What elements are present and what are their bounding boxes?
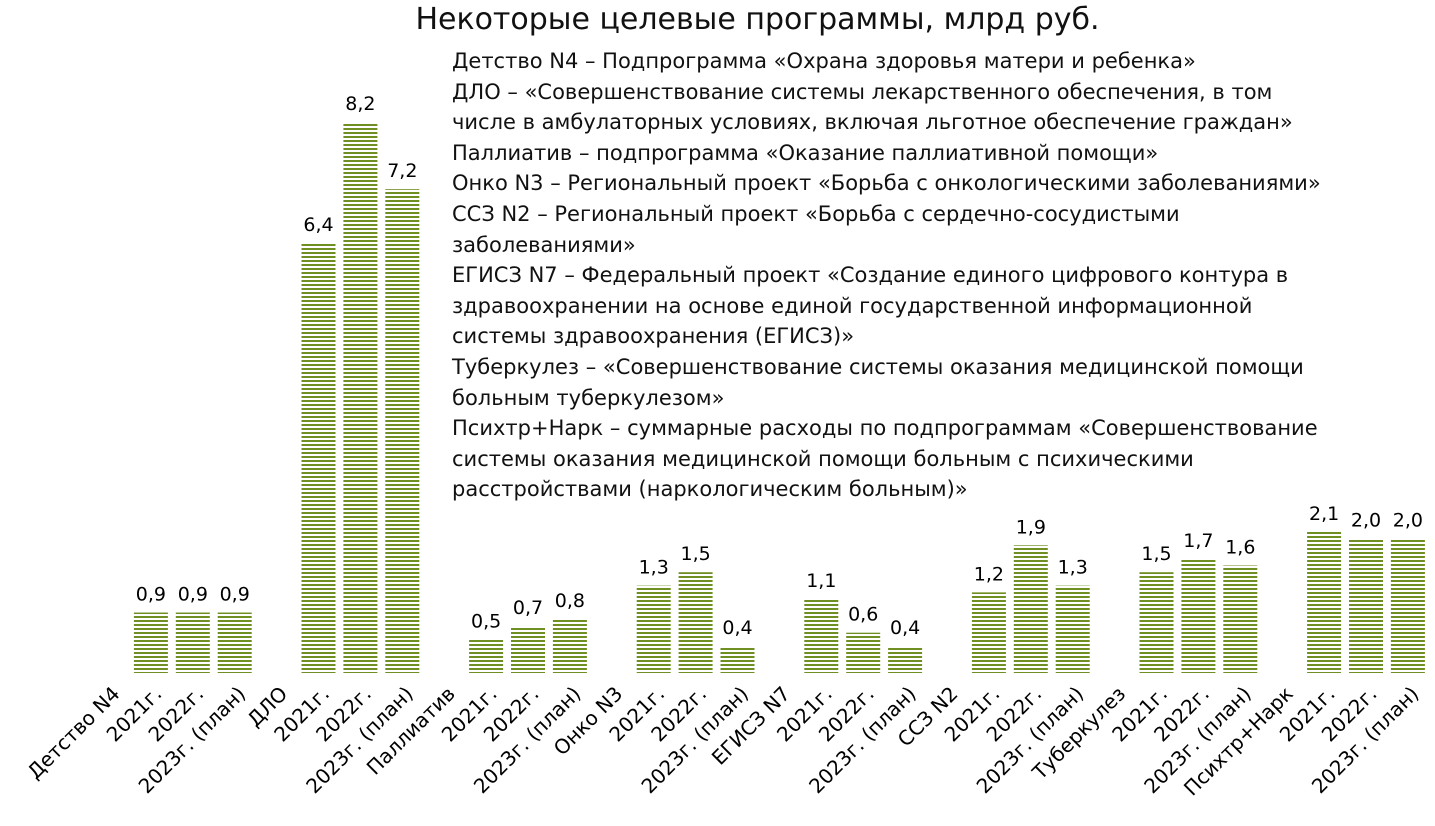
annotation-line: ДЛО – «Совершенствование системы лекарст… xyxy=(452,79,1273,104)
annotation-line: Детство N4 – Подпрограмма «Охрана здоров… xyxy=(452,49,1196,73)
bar xyxy=(804,599,839,673)
annotation-line: больным туберкулезом» xyxy=(452,385,725,410)
bar xyxy=(469,639,504,673)
bar xyxy=(888,646,923,673)
bar xyxy=(385,189,420,673)
bar xyxy=(343,122,378,673)
data-label: 1,5 xyxy=(1141,543,1171,565)
bar xyxy=(720,646,755,673)
data-label: 1,6 xyxy=(1225,536,1255,558)
bar xyxy=(1390,538,1425,673)
data-label: 2,0 xyxy=(1393,510,1423,532)
data-label: 8,2 xyxy=(345,93,375,115)
data-label: 7,2 xyxy=(387,160,417,182)
annotation-line: Психтр+Нарк – суммарные расходы по подпр… xyxy=(452,416,1318,441)
bar xyxy=(1055,585,1090,673)
bar xyxy=(1181,558,1216,673)
data-label: 0,9 xyxy=(136,584,166,606)
data-label: 2,0 xyxy=(1351,510,1381,532)
annotation-line: Онко N3 – Региональный проект «Борьба с … xyxy=(452,171,1321,196)
annotation-line: здравоохранении на основе единой государ… xyxy=(452,293,1253,318)
annotation-line: расстройствами (наркологическим больным)… xyxy=(452,477,968,502)
data-label: 1,2 xyxy=(974,563,1004,585)
annotation-line: ЕГИСЗ N7 – Федеральный проект «Создание … xyxy=(452,263,1289,288)
bar xyxy=(1307,531,1342,673)
bar xyxy=(175,612,210,673)
data-label: 0,9 xyxy=(178,584,208,606)
data-label: 0,4 xyxy=(890,617,920,639)
bar xyxy=(301,242,336,673)
annotation-line: Туберкулез – «Совершенствование системы … xyxy=(452,354,1304,379)
bar xyxy=(552,619,587,673)
bar xyxy=(1013,545,1048,673)
annotation-line: числе в амбулаторных условиях, включая л… xyxy=(452,110,1293,135)
bar xyxy=(1139,572,1174,673)
data-label: 0,7 xyxy=(513,597,543,619)
annotation-line: ССЗ N2 – Региональный проект «Борьба с с… xyxy=(452,201,1180,226)
bar xyxy=(133,612,168,673)
data-label: 1,9 xyxy=(1016,516,1046,538)
data-label: 0,4 xyxy=(722,617,752,639)
annotations: Детство N4 – Подпрограмма «Охрана здоров… xyxy=(452,46,1432,505)
bar xyxy=(971,592,1006,673)
data-label: 1,7 xyxy=(1183,530,1213,552)
data-label: 0,6 xyxy=(848,604,878,626)
annotation-line: системы здравоохранения (ЕГИСЗ)» xyxy=(452,324,855,349)
data-label: 1,3 xyxy=(639,557,669,579)
data-label: 6,4 xyxy=(303,214,333,236)
bar xyxy=(1223,565,1258,673)
data-label: 1,1 xyxy=(806,570,836,592)
bar xyxy=(678,572,713,673)
bar xyxy=(511,625,545,673)
data-label: 0,9 xyxy=(220,584,250,606)
chart-title: Некоторые целевые программы, млрд руб. xyxy=(415,2,1100,37)
annotation-line: заболеваниями» xyxy=(452,232,636,257)
bar xyxy=(636,585,671,673)
annotation-line: системы оказания медицинской помощи боль… xyxy=(452,446,1194,471)
annotation-line: Паллиатив – подпрограмма «Оказание палли… xyxy=(452,140,1159,165)
data-label: 1,5 xyxy=(680,543,710,565)
bar xyxy=(846,632,881,673)
data-label: 0,8 xyxy=(555,590,585,612)
data-label: 0,5 xyxy=(471,610,501,632)
data-label: 1,3 xyxy=(1058,557,1088,579)
bar xyxy=(1349,538,1383,673)
data-label: 2,1 xyxy=(1309,503,1339,525)
bar xyxy=(217,612,252,673)
